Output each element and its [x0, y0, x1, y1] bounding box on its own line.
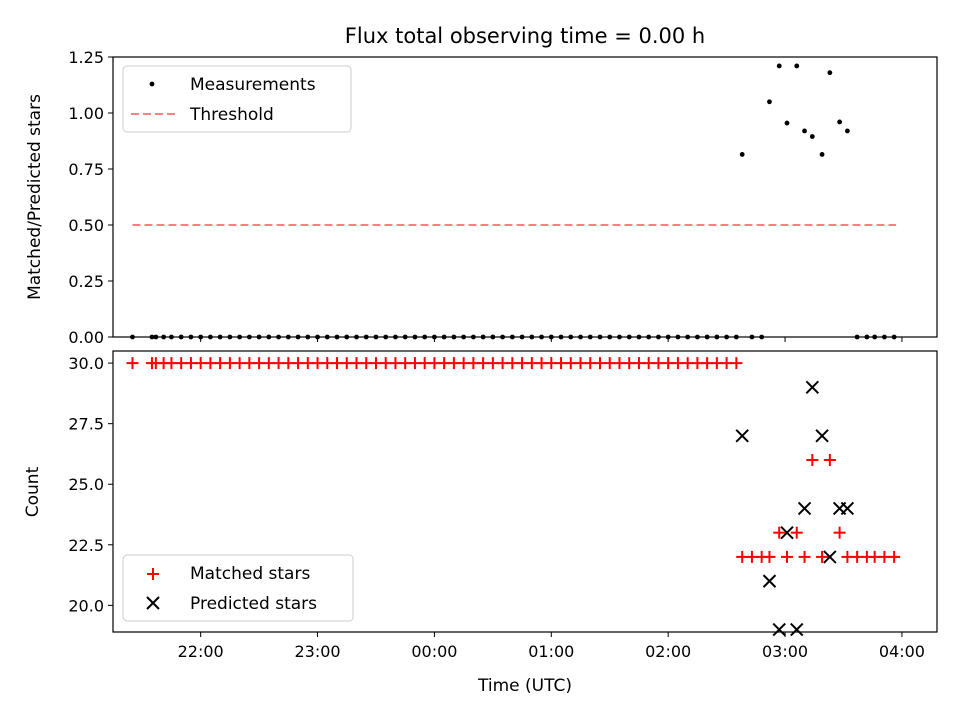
measurements-point — [767, 99, 772, 105]
bottom-y-axis-label: Count — [23, 466, 43, 517]
predicted-stars-point — [840, 501, 855, 516]
top-y-tick-label: 0.75 — [68, 160, 104, 179]
top-y-axis-label: Matched/Predicted stars — [25, 94, 45, 300]
measurements-point — [809, 134, 815, 139]
top-panel: 0.00 0.25 0.50 0.75 1.00 1.25 Matched/Predict… — [25, 48, 938, 347]
predicted-stars-point — [735, 429, 749, 443]
matched-stars-point — [790, 526, 803, 539]
legend-predicted-label: Predicted stars — [190, 594, 317, 614]
top-y-tick-label: 0.50 — [68, 216, 104, 235]
measurements-point — [794, 63, 800, 69]
top-y-tick-label: 0.00 — [68, 328, 104, 347]
top-y-tick-label: 1.25 — [68, 48, 104, 67]
measurements-point — [819, 152, 825, 157]
bottom-y-tick-label: 22.5 — [68, 536, 104, 555]
bottom-panel: 20.0 22.5 25.0 27.5 30.0 22:00 23:00 00:00 01:0… — [23, 350, 938, 696]
matched-stars-point — [781, 550, 794, 563]
matched-stars-point — [730, 357, 743, 370]
legend-matched-label: Matched stars — [190, 564, 310, 584]
x-tick-label: 00:00 — [411, 642, 457, 661]
x-tick-label: 02:00 — [645, 642, 691, 661]
predicted-stars-point — [790, 622, 804, 637]
matched-stars-point — [816, 550, 829, 563]
predicted-stars-point — [815, 429, 829, 443]
legend-matched-marker — [147, 568, 159, 580]
top-y-tick-label: 1.00 — [68, 104, 104, 123]
bottom-y-tick-label: 27.5 — [68, 415, 104, 434]
bottom-y-tick-label: 20.0 — [68, 596, 104, 615]
predicted-stars-point — [772, 622, 786, 637]
x-tick-label: 01:00 — [528, 642, 574, 661]
measurements-point — [776, 63, 782, 69]
legend-measurements-marker — [149, 81, 155, 87]
chart-title: Flux total observing time = 0.00 h — [345, 24, 705, 48]
matched-stars-point — [888, 550, 901, 563]
measurements-point — [802, 128, 807, 134]
x-tick-label: 23:00 — [294, 642, 340, 661]
measurements-point — [784, 120, 790, 126]
legend-measurements-label: Measurements — [190, 75, 316, 95]
x-axis-label: Time (UTC) — [477, 676, 572, 696]
matched-stars-point — [798, 550, 811, 563]
predicted-stars-point — [780, 525, 794, 540]
legend-predicted-marker — [146, 596, 160, 610]
bottom-y-tick-label: 25.0 — [68, 475, 104, 494]
measurements-point — [739, 152, 745, 157]
measurements-point — [844, 128, 850, 134]
matched-stars-point — [833, 526, 846, 539]
measurements-point — [827, 70, 833, 76]
predicted-stars-point — [823, 550, 837, 564]
x-tick-label: 04:00 — [879, 642, 925, 661]
bottom-axes-frame — [112, 350, 938, 633]
x-tick-label: 03:00 — [762, 642, 808, 661]
legend-threshold-label: Threshold — [189, 105, 274, 125]
x-tick-label: 22:00 — [178, 642, 224, 661]
top-legend: Measurements Threshold — [122, 65, 352, 133]
predicted-stars-point — [797, 501, 812, 516]
matched-stars-point — [806, 454, 819, 467]
matched-stars-point — [773, 526, 786, 539]
predicted-stars-point — [805, 380, 820, 395]
matched-stars-point — [823, 454, 836, 467]
measurements-point — [837, 119, 843, 125]
top-axes-frame — [112, 56, 938, 338]
predicted-stars-point — [762, 574, 777, 588]
bottom-y-tick-label: 30.0 — [68, 354, 104, 373]
matched-stars-point — [763, 550, 776, 563]
bottom-legend: Matched stars Predicted stars — [122, 554, 354, 622]
matched-stars-point — [126, 357, 139, 370]
top-y-tick-label: 0.25 — [68, 272, 104, 291]
